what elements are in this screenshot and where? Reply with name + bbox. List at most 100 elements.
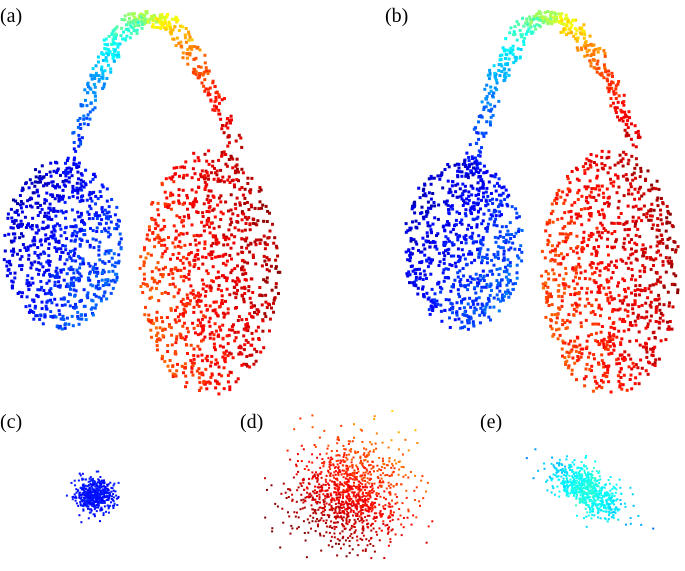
point (244, 222, 248, 225)
point (456, 236, 460, 239)
point (111, 286, 115, 290)
point (75, 496, 78, 499)
point (493, 174, 497, 178)
point (235, 292, 239, 296)
point (582, 23, 586, 27)
point (580, 194, 584, 198)
point (492, 91, 495, 95)
point (26, 245, 30, 249)
point (555, 19, 558, 23)
point (598, 213, 602, 217)
point (59, 317, 63, 321)
point (163, 225, 167, 228)
point (184, 374, 188, 378)
point (154, 227, 157, 230)
point (86, 91, 89, 95)
point (572, 313, 576, 317)
point (336, 554, 339, 557)
point (175, 16, 179, 20)
point (497, 256, 500, 260)
point (476, 197, 480, 201)
point (654, 282, 658, 286)
point (117, 259, 121, 263)
point (585, 50, 589, 54)
point (498, 203, 502, 207)
point (583, 384, 587, 388)
point (631, 215, 635, 219)
point (499, 246, 503, 250)
point (232, 323, 235, 327)
point (93, 106, 97, 110)
point (466, 202, 470, 206)
point (645, 212, 649, 215)
point (417, 222, 421, 226)
point (257, 189, 261, 193)
point (191, 321, 195, 325)
point (197, 304, 201, 308)
point (604, 70, 608, 74)
point (58, 312, 62, 316)
point (159, 228, 163, 232)
point (107, 249, 110, 253)
point (218, 179, 222, 183)
point (113, 213, 117, 217)
point (468, 296, 472, 300)
point (82, 509, 85, 512)
point (150, 270, 154, 274)
point (467, 318, 471, 322)
point (122, 30, 126, 34)
point (489, 115, 493, 119)
point (8, 259, 12, 263)
point (237, 133, 241, 137)
point (123, 14, 127, 18)
point (182, 307, 186, 311)
point (210, 253, 214, 257)
point (191, 292, 195, 296)
point (466, 176, 470, 180)
point (428, 312, 432, 316)
point (91, 90, 95, 94)
point (35, 225, 39, 229)
point (646, 296, 650, 300)
point (253, 311, 256, 314)
point (645, 310, 649, 314)
point (59, 197, 62, 201)
point (481, 308, 485, 312)
point (487, 299, 491, 303)
point (411, 246, 415, 250)
point (202, 84, 206, 88)
point (163, 360, 167, 363)
point (219, 194, 223, 198)
point (93, 508, 96, 511)
point (546, 10, 550, 14)
point (555, 316, 559, 320)
point (26, 248, 30, 252)
point (212, 104, 216, 108)
point (215, 276, 218, 280)
point (101, 185, 105, 189)
point (215, 169, 219, 173)
point (448, 326, 452, 329)
point (634, 222, 637, 225)
point (427, 308, 431, 312)
point (31, 281, 35, 285)
point (45, 183, 49, 187)
point (240, 229, 244, 233)
point (112, 504, 114, 507)
point (328, 508, 331, 511)
point (337, 498, 340, 501)
point (48, 274, 52, 278)
point (590, 52, 594, 56)
point (598, 47, 602, 50)
point (423, 273, 427, 277)
point (225, 164, 229, 168)
point (562, 291, 566, 295)
point (497, 309, 501, 313)
point (186, 196, 189, 200)
point (482, 108, 486, 111)
point (29, 283, 33, 287)
point (179, 40, 183, 44)
point (588, 59, 592, 63)
point (80, 173, 84, 177)
point (63, 231, 67, 235)
